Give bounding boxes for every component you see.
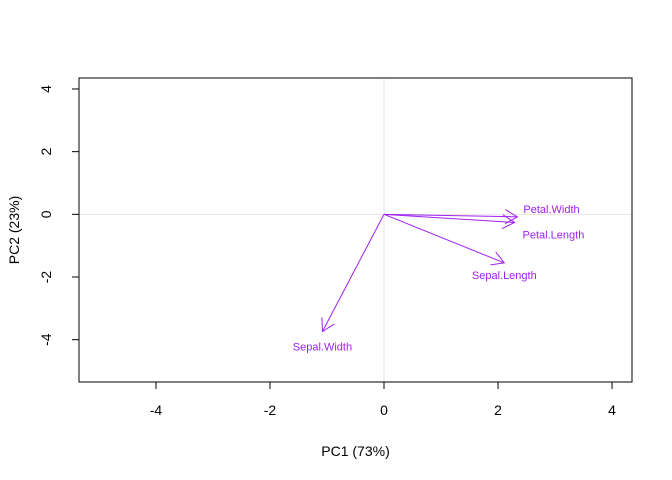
y-axis-title: PC2 (23%) bbox=[6, 196, 22, 264]
x-axis: -4 -2 0 2 4 bbox=[150, 381, 616, 418]
label-sepal-length: Sepal.Length bbox=[472, 270, 537, 282]
y-tick-label: -2 bbox=[38, 271, 54, 284]
label-petal-length: Petal.Length bbox=[523, 229, 585, 241]
arrow-labels: Petal.Width Petal.Length Sepal.Length Sepal… bbox=[293, 204, 585, 354]
y-tick-label: -4 bbox=[38, 333, 54, 346]
label-petal-width: Petal.Width bbox=[523, 204, 579, 216]
x-tick-label: 2 bbox=[494, 402, 502, 418]
x-axis-title: PC1 (73%) bbox=[321, 443, 389, 459]
arrow-petal-width bbox=[383, 209, 519, 225]
x-tick-label: -4 bbox=[150, 402, 163, 418]
label-sepal-width: Sepal.Width bbox=[293, 342, 352, 354]
y-tick-label: 0 bbox=[38, 210, 54, 218]
x-tick-label: 0 bbox=[380, 402, 388, 418]
y-tick-label: 2 bbox=[38, 148, 54, 156]
y-axis: -4 -2 0 2 4 bbox=[38, 85, 80, 346]
reference-lines bbox=[79, 78, 632, 382]
x-tick-label: 4 bbox=[608, 402, 616, 418]
x-tick-label: -2 bbox=[264, 402, 277, 418]
arrow-sepal-length bbox=[383, 213, 506, 266]
arrow-sepal-width bbox=[321, 214, 385, 333]
arrow-petal-length bbox=[383, 213, 516, 230]
y-tick-label: 4 bbox=[38, 85, 54, 93]
loading-arrows bbox=[321, 209, 519, 333]
